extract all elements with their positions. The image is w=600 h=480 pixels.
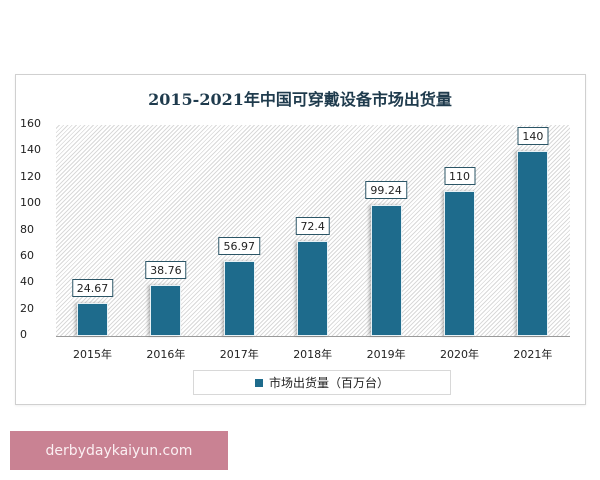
- data-label: 56.97: [218, 236, 261, 255]
- bar: [517, 151, 549, 336]
- x-tick-label: 2015年: [73, 348, 112, 361]
- x-tick-label: 2020年: [440, 348, 479, 361]
- y-tick-label: 80: [20, 222, 34, 236]
- y-tick-label: 100: [20, 196, 41, 210]
- data-label: 140: [517, 127, 549, 146]
- bar: [223, 260, 255, 336]
- watermark-banner: derbydaykaiyun.com: [10, 431, 228, 470]
- chart-title: 2015-2021年中国可穿戴设备市场出货量: [148, 90, 452, 109]
- y-tick-label: 0: [20, 328, 27, 341]
- x-tick-label: 2016年: [146, 348, 186, 361]
- y-tick-label: 160: [20, 117, 41, 130]
- data-label: 72.4: [295, 216, 330, 235]
- x-tick-label: 2017年: [219, 348, 259, 361]
- bar: [370, 205, 402, 336]
- data-label: 24.67: [71, 279, 114, 298]
- y-tick-label: 140: [20, 143, 41, 157]
- y-tick-label: 120: [20, 169, 41, 183]
- bar: [297, 240, 329, 336]
- bar: [150, 284, 182, 336]
- legend-swatch-icon: [254, 378, 263, 387]
- y-tick-label: 60: [20, 248, 34, 262]
- legend: 市场出货量（百万台）: [193, 370, 451, 395]
- y-tick-label: 40: [20, 275, 34, 289]
- data-label: 110: [444, 166, 475, 185]
- y-tick-label: 20: [20, 301, 34, 315]
- watermark-text: derbydaykaiyun.com: [45, 442, 193, 459]
- x-tick-label: 2021年: [513, 348, 553, 361]
- x-tick-label: 2019年: [366, 348, 406, 361]
- data-label: 38.76: [145, 260, 187, 279]
- data-label: 99.24: [365, 181, 407, 200]
- x-tick-label: 2018年: [293, 348, 333, 361]
- legend-label: 市场出货量（百万台）: [268, 376, 389, 390]
- bar: [444, 190, 475, 336]
- x-axis-line: [56, 336, 570, 337]
- bar: [77, 303, 108, 336]
